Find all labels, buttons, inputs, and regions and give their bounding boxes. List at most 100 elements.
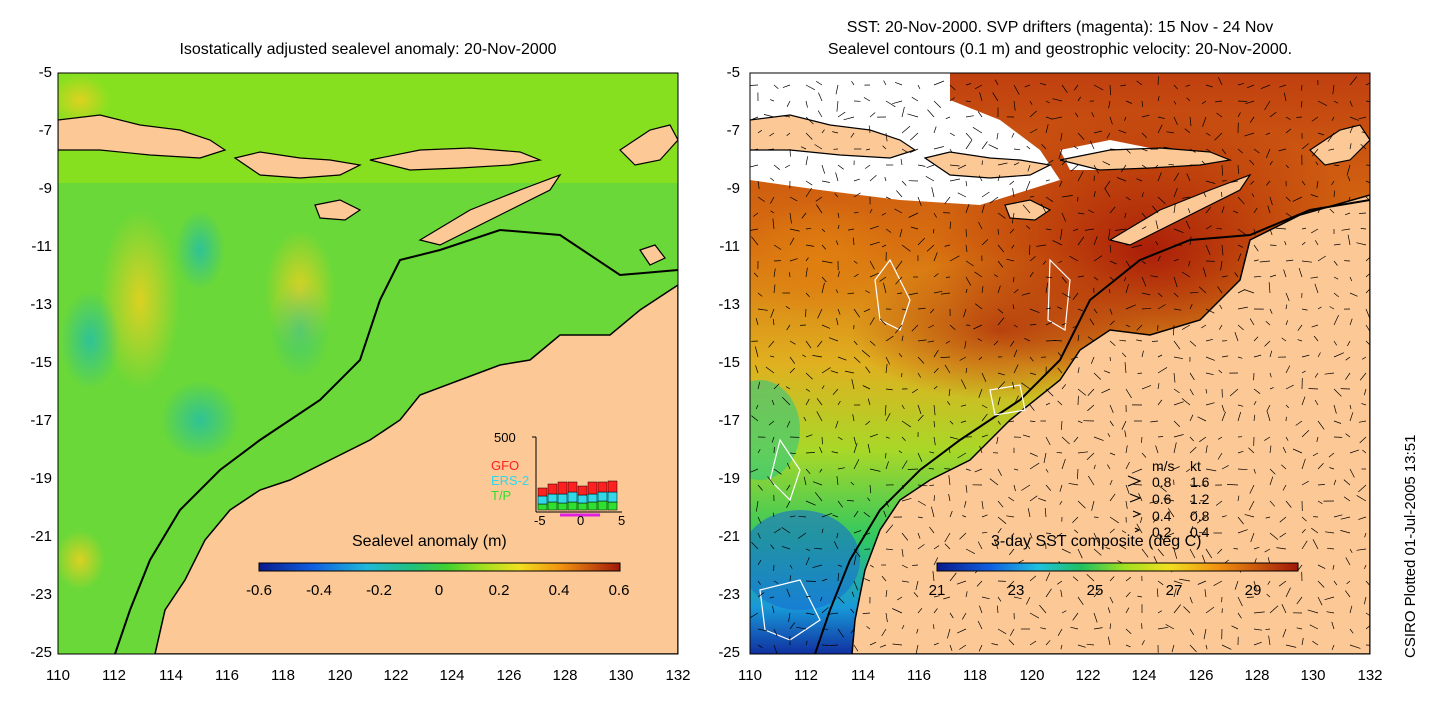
velocity-vector (1327, 547, 1335, 550)
velocity-vector (917, 196, 922, 207)
velocity-vector (901, 180, 907, 186)
velocity-vector (912, 564, 919, 566)
velocity-vector (1265, 320, 1271, 326)
velocity-vector (1077, 334, 1080, 342)
inset-bar (537, 495, 548, 505)
velocity-vector (944, 196, 951, 205)
velocity-vector (821, 367, 831, 374)
velocity-vector (1333, 100, 1339, 104)
velocity-vector (1205, 606, 1215, 614)
velocity-vector (1362, 356, 1367, 360)
velocity-vector (816, 398, 823, 406)
velocity-vector (1173, 356, 1184, 360)
velocity-vector (1234, 331, 1239, 342)
velocity-vector (1281, 604, 1287, 614)
velocity-vector (1237, 148, 1244, 154)
velocity-vector (1221, 164, 1223, 176)
velocity-vector (798, 532, 807, 539)
velocity-vector (1253, 244, 1259, 252)
left-x-tick: 120 (327, 667, 353, 684)
velocity-vector (1036, 244, 1047, 247)
velocity-vector (1027, 164, 1031, 172)
velocity-vector (1109, 148, 1116, 150)
velocity-vector (772, 512, 775, 518)
velocity-vector (917, 237, 926, 246)
velocity-vector (768, 420, 775, 426)
velocity-vector (1077, 548, 1083, 559)
velocity-vector (1359, 436, 1367, 444)
velocity-vector (770, 544, 775, 550)
velocity-vector (927, 109, 935, 118)
velocity-vector (901, 372, 903, 378)
velocity-vector (853, 510, 859, 518)
velocity-vector (853, 436, 857, 445)
velocity-vector (1029, 532, 1033, 539)
velocity-vector (929, 526, 935, 534)
velocity-vector (901, 308, 907, 311)
velocity-vector (1157, 467, 1163, 470)
velocity-vector (805, 116, 814, 125)
velocity-vector (1317, 564, 1326, 569)
velocity-vector (997, 468, 1002, 476)
velocity-vector (997, 317, 1005, 326)
sla-colorbar-tick: 0.6 (608, 582, 630, 599)
velocity-vector (1285, 384, 1294, 390)
velocity-vector (1173, 372, 1176, 383)
velocity-vector (1029, 404, 1035, 411)
velocity-vector (1009, 548, 1015, 556)
velocity-legend-ms: 0.4 (1152, 508, 1172, 524)
velocity-vector (1199, 436, 1207, 443)
velocity-vector (898, 353, 903, 358)
velocity-vector (1202, 116, 1207, 127)
velocity-vector (1136, 178, 1143, 182)
velocity-vector (1221, 515, 1227, 518)
velocity-vector (821, 512, 833, 518)
velocity-vector (805, 452, 815, 454)
velocity-legend-arrows (1127, 475, 1142, 533)
velocity-vector (1205, 206, 1211, 214)
velocity-vector (773, 468, 782, 475)
velocity-vector (821, 282, 825, 294)
velocity-vector (1181, 398, 1191, 406)
velocity-vector (929, 484, 935, 487)
velocity-vector (1152, 205, 1159, 214)
velocity-vector (757, 129, 763, 134)
velocity-vector (1282, 484, 1287, 491)
velocity-vector (1157, 304, 1166, 310)
velocity-vector (1189, 291, 1199, 294)
velocity-vector (1253, 354, 1262, 358)
velocity-vector (837, 596, 845, 604)
velocity-vector (901, 532, 909, 541)
left-map-field (58, 73, 678, 654)
velocity-vector (1364, 564, 1367, 570)
right-x-tick: 122 (1075, 667, 1101, 684)
velocity-vector (1006, 580, 1015, 589)
velocity-vector (1332, 84, 1335, 95)
velocity-vector (1341, 228, 1351, 231)
velocity-vector (821, 607, 829, 614)
velocity-vector (948, 388, 951, 397)
velocity-vector (1070, 164, 1079, 172)
sla-colorbar (258, 562, 621, 572)
velocity-vector (832, 131, 839, 134)
velocity-vector (949, 255, 960, 262)
velocity-vector (853, 340, 858, 346)
velocity-vector (1237, 404, 1244, 407)
velocity-vector (1107, 433, 1111, 438)
velocity-vector (901, 548, 904, 557)
velocity-vector (1074, 529, 1079, 534)
velocity-vector (853, 192, 861, 198)
velocity-vector (1360, 228, 1367, 230)
left-y-tick: -17 (30, 412, 52, 429)
velocity-vector (894, 81, 903, 86)
velocity-vector (927, 340, 935, 343)
left-x-tick: 124 (439, 667, 465, 684)
inset-bar (587, 481, 598, 495)
velocity-vector (853, 308, 860, 318)
velocity-vector (1157, 255, 1161, 262)
velocity-vector (1077, 236, 1085, 246)
velocity-vector (1246, 84, 1255, 89)
velocity-vector (981, 596, 990, 600)
velocity-vector (816, 204, 823, 214)
velocity-vector (1150, 275, 1159, 278)
